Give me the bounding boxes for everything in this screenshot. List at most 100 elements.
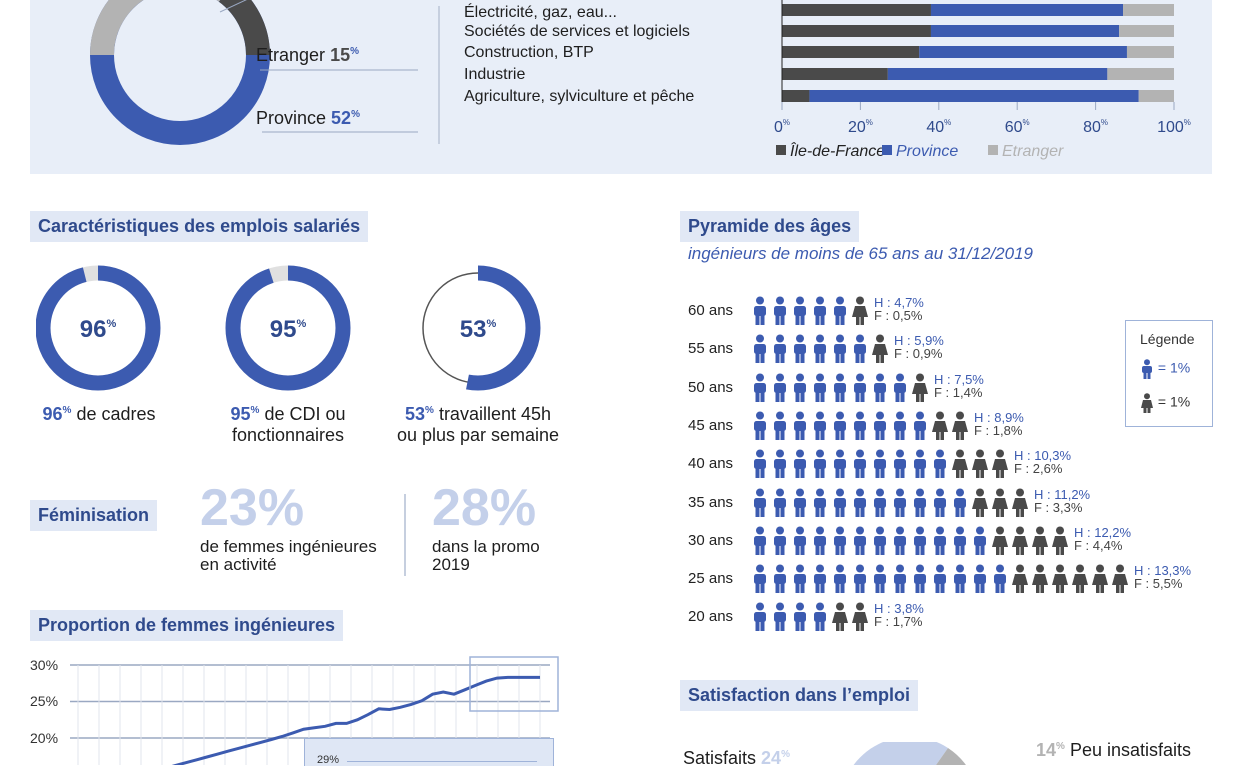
female-value: F : 4,4% bbox=[1074, 537, 1123, 553]
age-icons bbox=[750, 526, 1070, 556]
bar-segment bbox=[1119, 25, 1174, 37]
male-person-icon bbox=[754, 449, 766, 479]
age-icons bbox=[750, 411, 970, 441]
y-tick-label: 20% bbox=[30, 730, 59, 746]
bar-segment bbox=[887, 68, 1108, 80]
male-person-icon bbox=[934, 488, 946, 517]
male-person-icon bbox=[814, 296, 826, 325]
male-person-icon bbox=[794, 526, 806, 555]
male-person-icon bbox=[854, 449, 866, 479]
male-person-icon bbox=[914, 449, 926, 479]
female-person-icon bbox=[1012, 526, 1028, 555]
pie-slice-peu bbox=[936, 748, 966, 765]
male-person-icon bbox=[794, 334, 806, 364]
age-icons bbox=[750, 449, 1010, 479]
female-value: F : 3,3% bbox=[1034, 499, 1083, 515]
age-row: 30 ans H : 12,2% F : 4,4% bbox=[688, 526, 1228, 556]
male-person-icon bbox=[834, 449, 846, 479]
female-person-icon bbox=[992, 488, 1008, 517]
sector-label: Électricité, gaz, eau... bbox=[464, 4, 617, 21]
male-person-icon bbox=[894, 526, 906, 555]
male-person-icon bbox=[754, 488, 766, 517]
x-tick-label: 100% bbox=[1157, 118, 1191, 136]
female-person-icon bbox=[952, 449, 968, 479]
bar-segment bbox=[782, 25, 931, 37]
svg-text:95%: 95% bbox=[270, 316, 307, 343]
feminisation-divider bbox=[404, 494, 406, 576]
bar-segment bbox=[1107, 68, 1174, 80]
pyramid-legend: Légende = 1% = 1% bbox=[1125, 320, 1213, 427]
age-label: 50 ans bbox=[688, 378, 734, 396]
y-tick-label: 25% bbox=[30, 693, 59, 709]
age-row: 35 ans H : 11,2% F : 3,3% bbox=[688, 488, 1228, 518]
male-person-icon bbox=[754, 334, 766, 364]
male-person-icon bbox=[974, 564, 986, 594]
age-label: 55 ans bbox=[688, 340, 734, 358]
section-title-emplois: Caractéristiques des emplois salariés bbox=[30, 211, 369, 242]
pie-slice-satisfaits bbox=[853, 742, 948, 765]
svg-text:53%: 53% bbox=[460, 316, 497, 343]
male-person-icon bbox=[874, 449, 886, 479]
age-values: H : 3,8% F : 1,7% bbox=[874, 602, 924, 628]
female-person-icon bbox=[952, 411, 968, 440]
donut-province-arc bbox=[90, 0, 270, 145]
male-person-icon bbox=[914, 411, 926, 440]
feminisation-promo-value: 28% bbox=[432, 479, 537, 537]
female-person-icon bbox=[932, 411, 948, 440]
section-title-feminisation: Féminisation bbox=[30, 500, 158, 531]
pyramide-subtitle: ingénieurs de moins de 65 ans au 31/12/2… bbox=[688, 244, 1033, 263]
male-person-icon bbox=[874, 373, 886, 402]
male-value: H : 11,2% bbox=[1034, 486, 1091, 502]
male-person-icon bbox=[974, 526, 986, 555]
female-person-icon bbox=[832, 602, 848, 632]
male-person-icon bbox=[774, 602, 786, 632]
age-label: 40 ans bbox=[688, 455, 734, 473]
band-divider bbox=[438, 6, 440, 144]
male-person-icon bbox=[814, 334, 826, 364]
male-person-icon bbox=[834, 488, 846, 517]
male-person-icon bbox=[814, 602, 826, 632]
female-person-icon bbox=[1012, 488, 1028, 517]
male-person-icon bbox=[914, 526, 926, 555]
female-person-icon bbox=[1092, 564, 1108, 594]
age-row: 50 ans H : 7,5% F : 1,4% bbox=[688, 373, 1228, 403]
male-person-icon bbox=[834, 564, 846, 594]
bar-segment bbox=[809, 90, 1139, 102]
inset-box: 29% bbox=[304, 738, 554, 766]
male-value: H : 3,8% bbox=[874, 601, 924, 617]
etranger-label: Etranger 15% bbox=[256, 45, 359, 65]
male-person-icon bbox=[914, 488, 926, 517]
location-donut bbox=[90, 0, 418, 145]
male-person-icon bbox=[854, 488, 866, 517]
male-value: H : 13,3% bbox=[1134, 563, 1192, 579]
legend-swatch bbox=[776, 145, 786, 155]
male-person-icon bbox=[814, 373, 826, 402]
male-person-icon bbox=[954, 488, 966, 517]
male-person-icon bbox=[854, 411, 866, 440]
male-value: H : 7,5% bbox=[934, 371, 984, 387]
female-person-icon bbox=[992, 526, 1008, 555]
legend-label: Île-de-France bbox=[790, 141, 885, 160]
male-person-icon bbox=[794, 411, 806, 440]
feminisation-active-caption: de femmes ingénieures en activité bbox=[200, 537, 377, 574]
male-person-icon bbox=[754, 602, 766, 632]
male-person-icon bbox=[774, 449, 786, 479]
male-person-icon bbox=[854, 564, 866, 594]
age-label: 20 ans bbox=[688, 608, 734, 626]
bar-segment bbox=[782, 4, 931, 16]
ring-caption-cdi: 95% de CDI ou fonctionnaires bbox=[230, 404, 346, 445]
bar-segment bbox=[930, 4, 1124, 16]
sector-label: Construction, BTP bbox=[464, 44, 594, 61]
male-person-icon bbox=[794, 602, 806, 632]
male-person-icon bbox=[774, 411, 786, 440]
male-person-icon bbox=[954, 526, 966, 555]
age-row: 25 ans H : 13,3% F : 5,5% bbox=[688, 564, 1228, 594]
female-value: F : 1,8% bbox=[974, 422, 1023, 438]
sector-stacked-bars: 0% 20% 40% 60% 80% 100% Île-de-France Province E… bbox=[774, 0, 1191, 160]
male-person-icon bbox=[874, 411, 886, 440]
male-person-icon bbox=[894, 564, 906, 594]
male-person-icon bbox=[794, 488, 806, 517]
legend-swatch bbox=[882, 145, 892, 155]
legend-title: Légende bbox=[1140, 331, 1195, 347]
female-person-icon bbox=[972, 488, 988, 517]
